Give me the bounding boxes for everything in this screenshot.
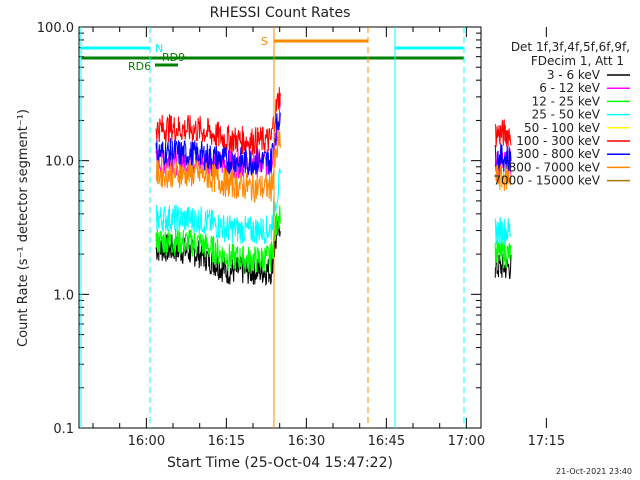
legend: Det 1f,3f,4f,5f,6f,9f, FDecim 1, Att 1 3… — [493, 40, 630, 188]
legend-header-line-1: Det 1f,3f,4f,5f,6f,9f, — [511, 40, 630, 54]
series-line — [155, 112, 281, 176]
series-line — [155, 205, 281, 274]
flag-label-rd6: RD6 — [128, 60, 151, 73]
x-tick-label: 16:15 — [208, 434, 245, 449]
x-tick-label: 16:00 — [128, 434, 165, 449]
legend-label: 3 - 6 keV — [547, 68, 601, 82]
legend-label: 300 - 800 keV — [516, 147, 600, 161]
chart-title: RHESSI Count Rates — [210, 5, 351, 21]
x-axis: 16:00 16:15 16:30 16:45 17:00 17:15 — [92, 27, 565, 449]
series-line — [494, 216, 512, 246]
series-line — [155, 130, 281, 203]
legend-label: 7000 - 15000 keV — [493, 174, 600, 188]
series-line — [494, 162, 512, 192]
series-line — [494, 118, 512, 147]
footer-date: 21-Oct-2021 23:40 — [556, 467, 632, 476]
x-tick-label: 17:15 — [528, 434, 565, 449]
series-line — [494, 239, 512, 269]
y-tick-label: 0.1 — [53, 422, 74, 437]
legend-label: 800 - 7000 keV — [509, 160, 601, 174]
flag-label-s: S — [261, 35, 268, 48]
series-group — [155, 87, 512, 287]
series-line — [494, 143, 512, 173]
x-tick-label: 17:00 — [448, 434, 485, 449]
flag-label-n: N — [155, 42, 163, 55]
legend-label: 12 - 25 keV — [532, 94, 601, 108]
legend-label: 6 - 12 keV — [539, 81, 601, 95]
flag-label-rd9: RD9 — [162, 51, 185, 64]
legend-label: 50 - 100 keV — [524, 121, 601, 135]
x-tick-label: 16:45 — [368, 434, 405, 449]
y-tick-label: 100.0 — [37, 21, 74, 36]
x-axis-label: Start Time (25-Oct-04 15:47:22) — [167, 455, 393, 471]
series-line — [155, 168, 281, 245]
y-tick-label: 10.0 — [45, 155, 74, 170]
legend-label: 100 - 300 keV — [516, 134, 600, 148]
y-axis-label: Count Rate (s⁻¹ detector segment⁻¹) — [16, 109, 31, 347]
series-line — [155, 87, 281, 157]
x-tick-label: 16:30 — [288, 434, 325, 449]
legend-label: 25 - 50 keV — [532, 108, 601, 122]
plot-frame — [78, 26, 482, 429]
flag-bars: N RD6 RD9 S — [81, 35, 464, 73]
event-lines — [80, 27, 465, 428]
y-axis: 0.1 1.0 10.0 100.0 — [37, 21, 481, 437]
legend-header-line-2: FDecim 1, Att 1 — [531, 54, 624, 68]
y-tick-label: 1.0 — [53, 288, 74, 303]
